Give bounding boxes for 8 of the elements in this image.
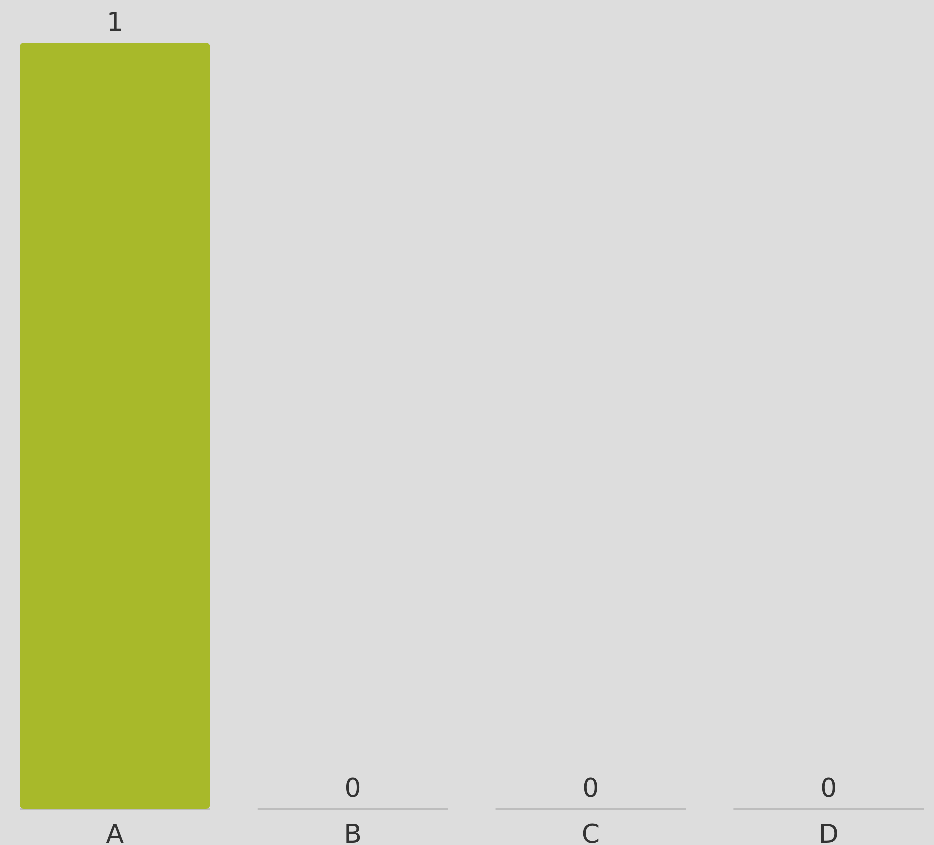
data-label: 1 <box>106 8 124 38</box>
x-tick-label: C <box>582 820 600 845</box>
x-tick-label: B <box>344 820 362 845</box>
data-label: 0 <box>344 774 362 804</box>
data-label: 0 <box>820 774 838 804</box>
data-label: 0 <box>582 774 600 804</box>
x-tick-label: D <box>818 820 839 845</box>
x-tick-label: A <box>106 820 124 845</box>
